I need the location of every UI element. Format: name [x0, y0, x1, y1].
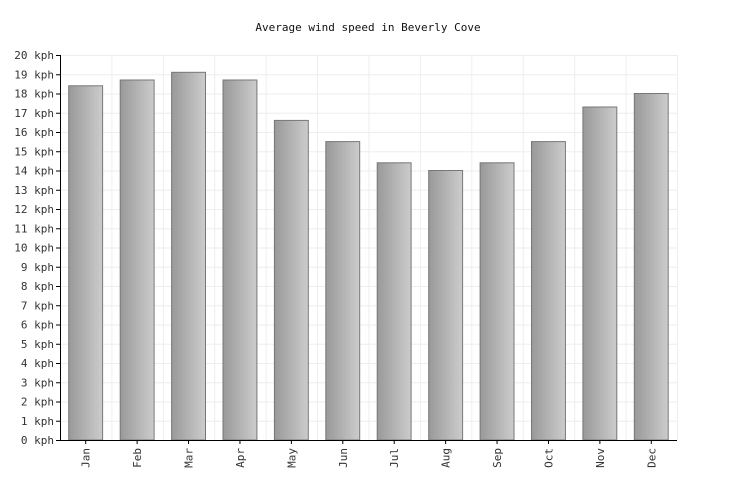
x-tick-label: May	[285, 448, 298, 468]
y-tick-label: 20 kph	[14, 49, 54, 62]
x-tick-label: Jul	[388, 448, 401, 468]
y-tick-label: 2 kph	[21, 396, 54, 409]
y-tick-label: 19 kph	[14, 68, 54, 81]
bar-dec	[633, 93, 669, 441]
axes	[56, 55, 677, 444]
chart-title: Average wind speed in Beverly Cove	[255, 21, 480, 34]
y-tick-label: 7 kph	[21, 299, 54, 312]
y-tick-label: 17 kph	[14, 107, 54, 120]
y-tick-label: 13 kph	[14, 184, 54, 197]
y-tick-label: 0 kph	[21, 434, 54, 447]
y-tick-label: 6 kph	[21, 319, 54, 332]
x-tick-label: Mar	[183, 448, 196, 468]
bars	[68, 71, 669, 441]
bar-jan	[68, 85, 104, 441]
bar-sep	[479, 162, 515, 441]
x-tick-label: Nov	[594, 448, 607, 468]
y-tick-label: 16 kph	[14, 126, 54, 139]
bar-mar	[171, 71, 207, 441]
bar-nov	[582, 106, 618, 441]
bar-feb	[119, 79, 155, 441]
bar-oct	[531, 141, 566, 441]
x-tick-label: Jan	[80, 448, 93, 468]
x-tick-labels: Jan Feb Mar Apr May Jun Jul Aug Sep Oct Nov Dec	[80, 448, 659, 468]
x-tick-label: Feb	[131, 448, 144, 468]
y-tick-label: 11 kph	[14, 222, 54, 235]
x-tick-label: Jun	[337, 448, 350, 468]
y-tick-label: 10 kph	[14, 242, 54, 255]
x-tick-label: Sep	[491, 448, 504, 468]
x-tick-label: Dec	[645, 448, 658, 468]
x-tick-label: Apr	[234, 448, 247, 468]
y-tick-label: 14 kph	[14, 165, 54, 178]
y-tick-label: 5 kph	[21, 338, 54, 351]
grid-lines	[60, 55, 678, 440]
y-tick-label: 3 kph	[21, 376, 54, 389]
y-tick-label: 1 kph	[21, 415, 54, 428]
bar-may	[273, 119, 309, 441]
y-tick-label: 12 kph	[14, 203, 54, 216]
bar-jun	[325, 141, 361, 441]
bar-jul	[376, 162, 412, 441]
y-tick-label: 8 kph	[21, 280, 54, 293]
y-tick-label: 18 kph	[14, 88, 54, 101]
bar-apr	[222, 79, 258, 441]
bar-aug	[428, 170, 464, 441]
y-tick-label: 9 kph	[21, 261, 54, 274]
y-tick-label: 15 kph	[14, 145, 54, 158]
y-tick-label: 4 kph	[21, 357, 54, 370]
x-tick-label: Aug	[440, 448, 453, 468]
x-tick-label: Oct	[542, 448, 555, 468]
y-tick-labels: 0 kph 1 kph 2 kph 3 kph 4 kph 5 kph 6 kph 7 kph…	[14, 49, 54, 447]
